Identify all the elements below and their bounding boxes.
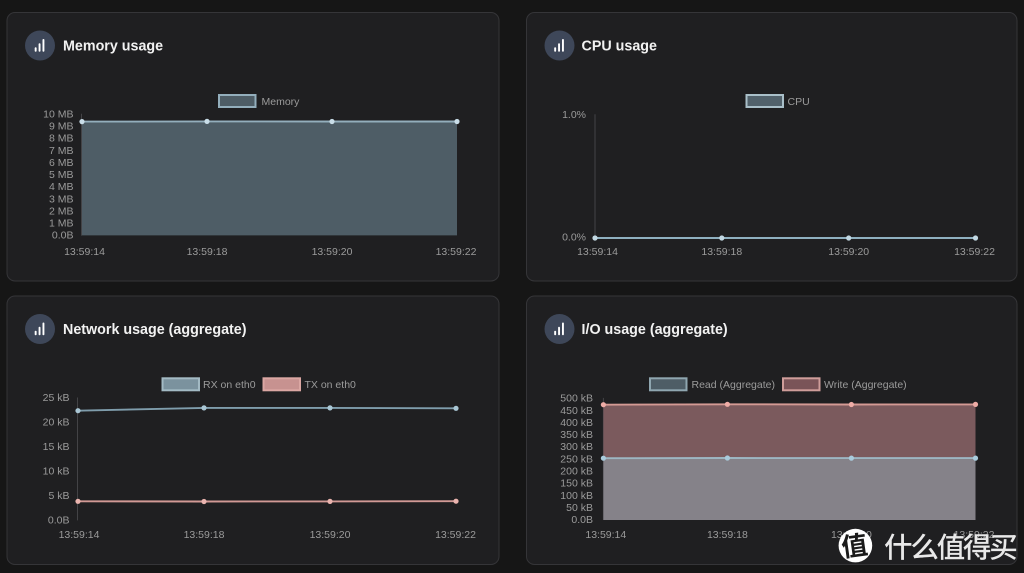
svg-text:CPU usage: CPU usage [582,39,658,55]
svg-text:200 kB: 200 kB [560,466,593,478]
svg-text:2 MB: 2 MB [49,205,74,217]
svg-text:350 kB: 350 kB [560,429,593,441]
svg-text:50 kB: 50 kB [566,502,593,514]
svg-text:13:59:20: 13:59:20 [312,246,353,258]
svg-text:13:59:22: 13:59:22 [435,529,476,541]
svg-text:I/O usage (aggregate): I/O usage (aggregate) [582,322,728,338]
svg-text:3 MB: 3 MB [49,193,74,205]
svg-text:250 kB: 250 kB [560,453,593,465]
svg-text:13:59:14: 13:59:14 [577,246,618,258]
svg-text:13:59:20: 13:59:20 [310,529,351,541]
svg-text:13:59:14: 13:59:14 [64,246,105,258]
svg-text:4 MB: 4 MB [49,181,74,193]
svg-text:Read (Aggregate): Read (Aggregate) [692,379,775,391]
svg-text:100 kB: 100 kB [560,490,593,502]
svg-text:13:59:18: 13:59:18 [187,246,228,258]
svg-text:300 kB: 300 kB [560,441,593,453]
svg-text:Network usage (aggregate): Network usage (aggregate) [63,322,247,338]
svg-text:13:59:22: 13:59:22 [436,246,477,258]
svg-text:10 kB: 10 kB [43,466,70,478]
svg-text:13:59:18: 13:59:18 [184,529,225,541]
svg-text:7 MB: 7 MB [49,145,74,157]
svg-text:10 MB: 10 MB [43,109,73,121]
svg-text:TX on eth0: TX on eth0 [305,379,357,391]
svg-text:25 kB: 25 kB [43,392,70,404]
svg-text:1.0%: 1.0% [562,109,586,121]
svg-text:13:59:18: 13:59:18 [701,246,742,258]
svg-text:8 MB: 8 MB [49,133,74,145]
svg-text:5 kB: 5 kB [48,490,69,502]
svg-text:150 kB: 150 kB [560,478,593,490]
svg-text:15 kB: 15 kB [43,441,70,453]
svg-text:13:59:18: 13:59:18 [707,529,748,541]
svg-text:6 MB: 6 MB [49,157,74,169]
svg-text:1 MB: 1 MB [49,218,74,230]
svg-text:0.0B: 0.0B [52,230,74,242]
svg-text:Write (Aggregate): Write (Aggregate) [824,379,907,391]
svg-text:450 kB: 450 kB [560,405,593,417]
svg-text:13:59:14: 13:59:14 [585,529,626,541]
svg-text:20 kB: 20 kB [43,417,70,429]
svg-text:400 kB: 400 kB [560,417,593,429]
svg-text:5 MB: 5 MB [49,169,74,181]
svg-text:Memory usage: Memory usage [63,39,163,55]
svg-text:0.0%: 0.0% [562,232,586,244]
svg-text:13:59:22: 13:59:22 [954,246,995,258]
svg-text:RX on eth0: RX on eth0 [203,379,256,391]
svg-text:Memory: Memory [262,96,301,108]
svg-text:CPU: CPU [788,96,810,108]
svg-text:9 MB: 9 MB [49,121,74,133]
svg-text:13:59:20: 13:59:20 [828,246,869,258]
svg-text:0.0B: 0.0B [48,515,70,527]
svg-text:500 kB: 500 kB [560,393,593,405]
svg-text:13:59:14: 13:59:14 [59,529,100,541]
svg-text:0.0B: 0.0B [571,514,593,526]
